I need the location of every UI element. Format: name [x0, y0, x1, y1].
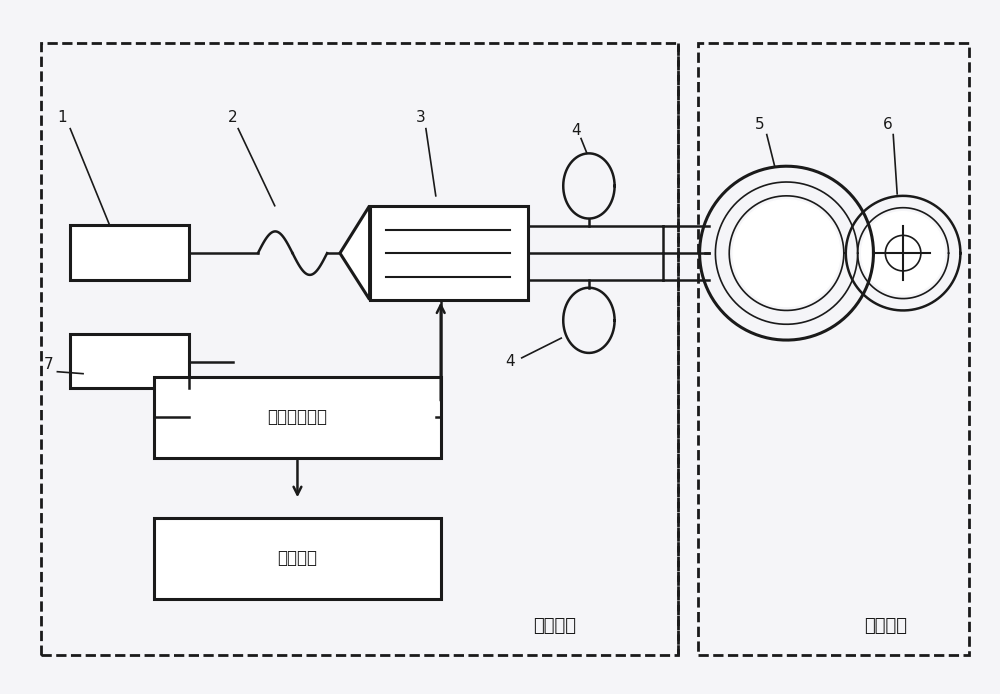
Bar	[154, 518, 441, 599]
Text: 1: 1	[57, 110, 67, 125]
Text: 4: 4	[505, 354, 515, 369]
Text: 控制单元: 控制单元	[533, 618, 576, 636]
Bar	[41, 43, 678, 655]
Text: 信号采集单元: 信号采集单元	[267, 408, 327, 426]
Text: 合并单元: 合并单元	[277, 550, 317, 568]
Text: 3: 3	[416, 110, 426, 125]
Bar	[154, 377, 441, 457]
Polygon shape	[340, 205, 370, 300]
Circle shape	[733, 200, 840, 307]
Text: 6: 6	[883, 117, 893, 132]
Text: 5: 5	[755, 117, 765, 132]
Bar	[698, 43, 969, 655]
Bar	[70, 226, 189, 280]
Text: 传感单元: 传感单元	[864, 618, 907, 636]
Text: 2: 2	[228, 110, 238, 125]
Circle shape	[862, 212, 945, 295]
Bar	[70, 334, 189, 389]
Text: 4: 4	[571, 123, 581, 137]
Bar	[370, 205, 528, 300]
Text: 7: 7	[44, 357, 53, 372]
